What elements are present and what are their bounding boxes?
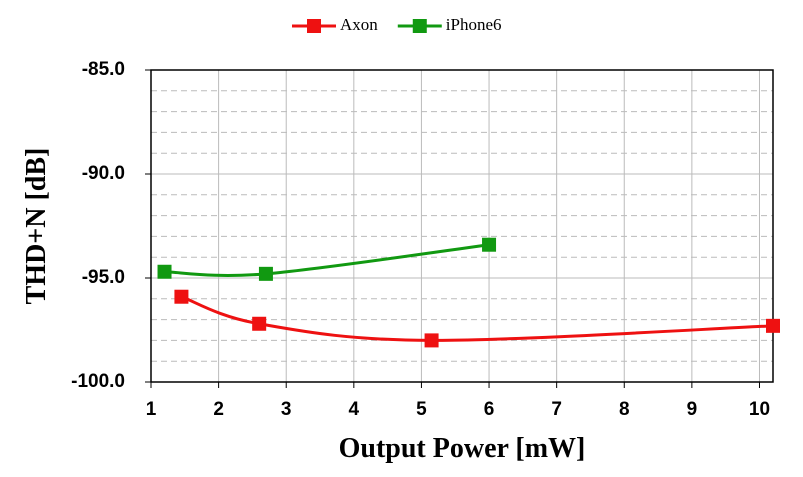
legend-marker [412,19,427,33]
y-tick-label: -90.0 [82,163,125,184]
marker [157,264,172,279]
x-tick-label: 4 [349,399,360,420]
legend-label: Axon [340,15,378,34]
plot-frame [150,69,774,383]
x-tick-label: 5 [416,399,427,420]
x-tick-label: 9 [687,399,698,420]
y-tick-label: -100.0 [71,371,125,392]
series-line [180,295,774,342]
marker [252,316,267,331]
x-tick-label: 6 [484,399,495,420]
y-tick-label: -95.0 [82,267,125,288]
x-tick-label: 2 [213,399,224,420]
x-tick-label: 3 [281,399,292,420]
marker [482,237,497,252]
marker [424,333,439,348]
legend-label: iPhone6 [446,15,502,34]
marker [174,289,189,304]
x-tick-label: 8 [619,399,630,420]
legend-marker [307,19,321,33]
series-line [164,243,490,277]
y-tick-label: -85.0 [82,59,125,80]
x-tick-label: 7 [551,399,562,420]
marker [766,318,780,333]
x-tick-label: 10 [749,399,770,420]
y-axis-title: THD+N [dB] [21,148,52,305]
x-tick-label: 1 [146,399,157,420]
marker [258,266,273,281]
x-axis-title: Output Power [mW] [339,433,586,464]
